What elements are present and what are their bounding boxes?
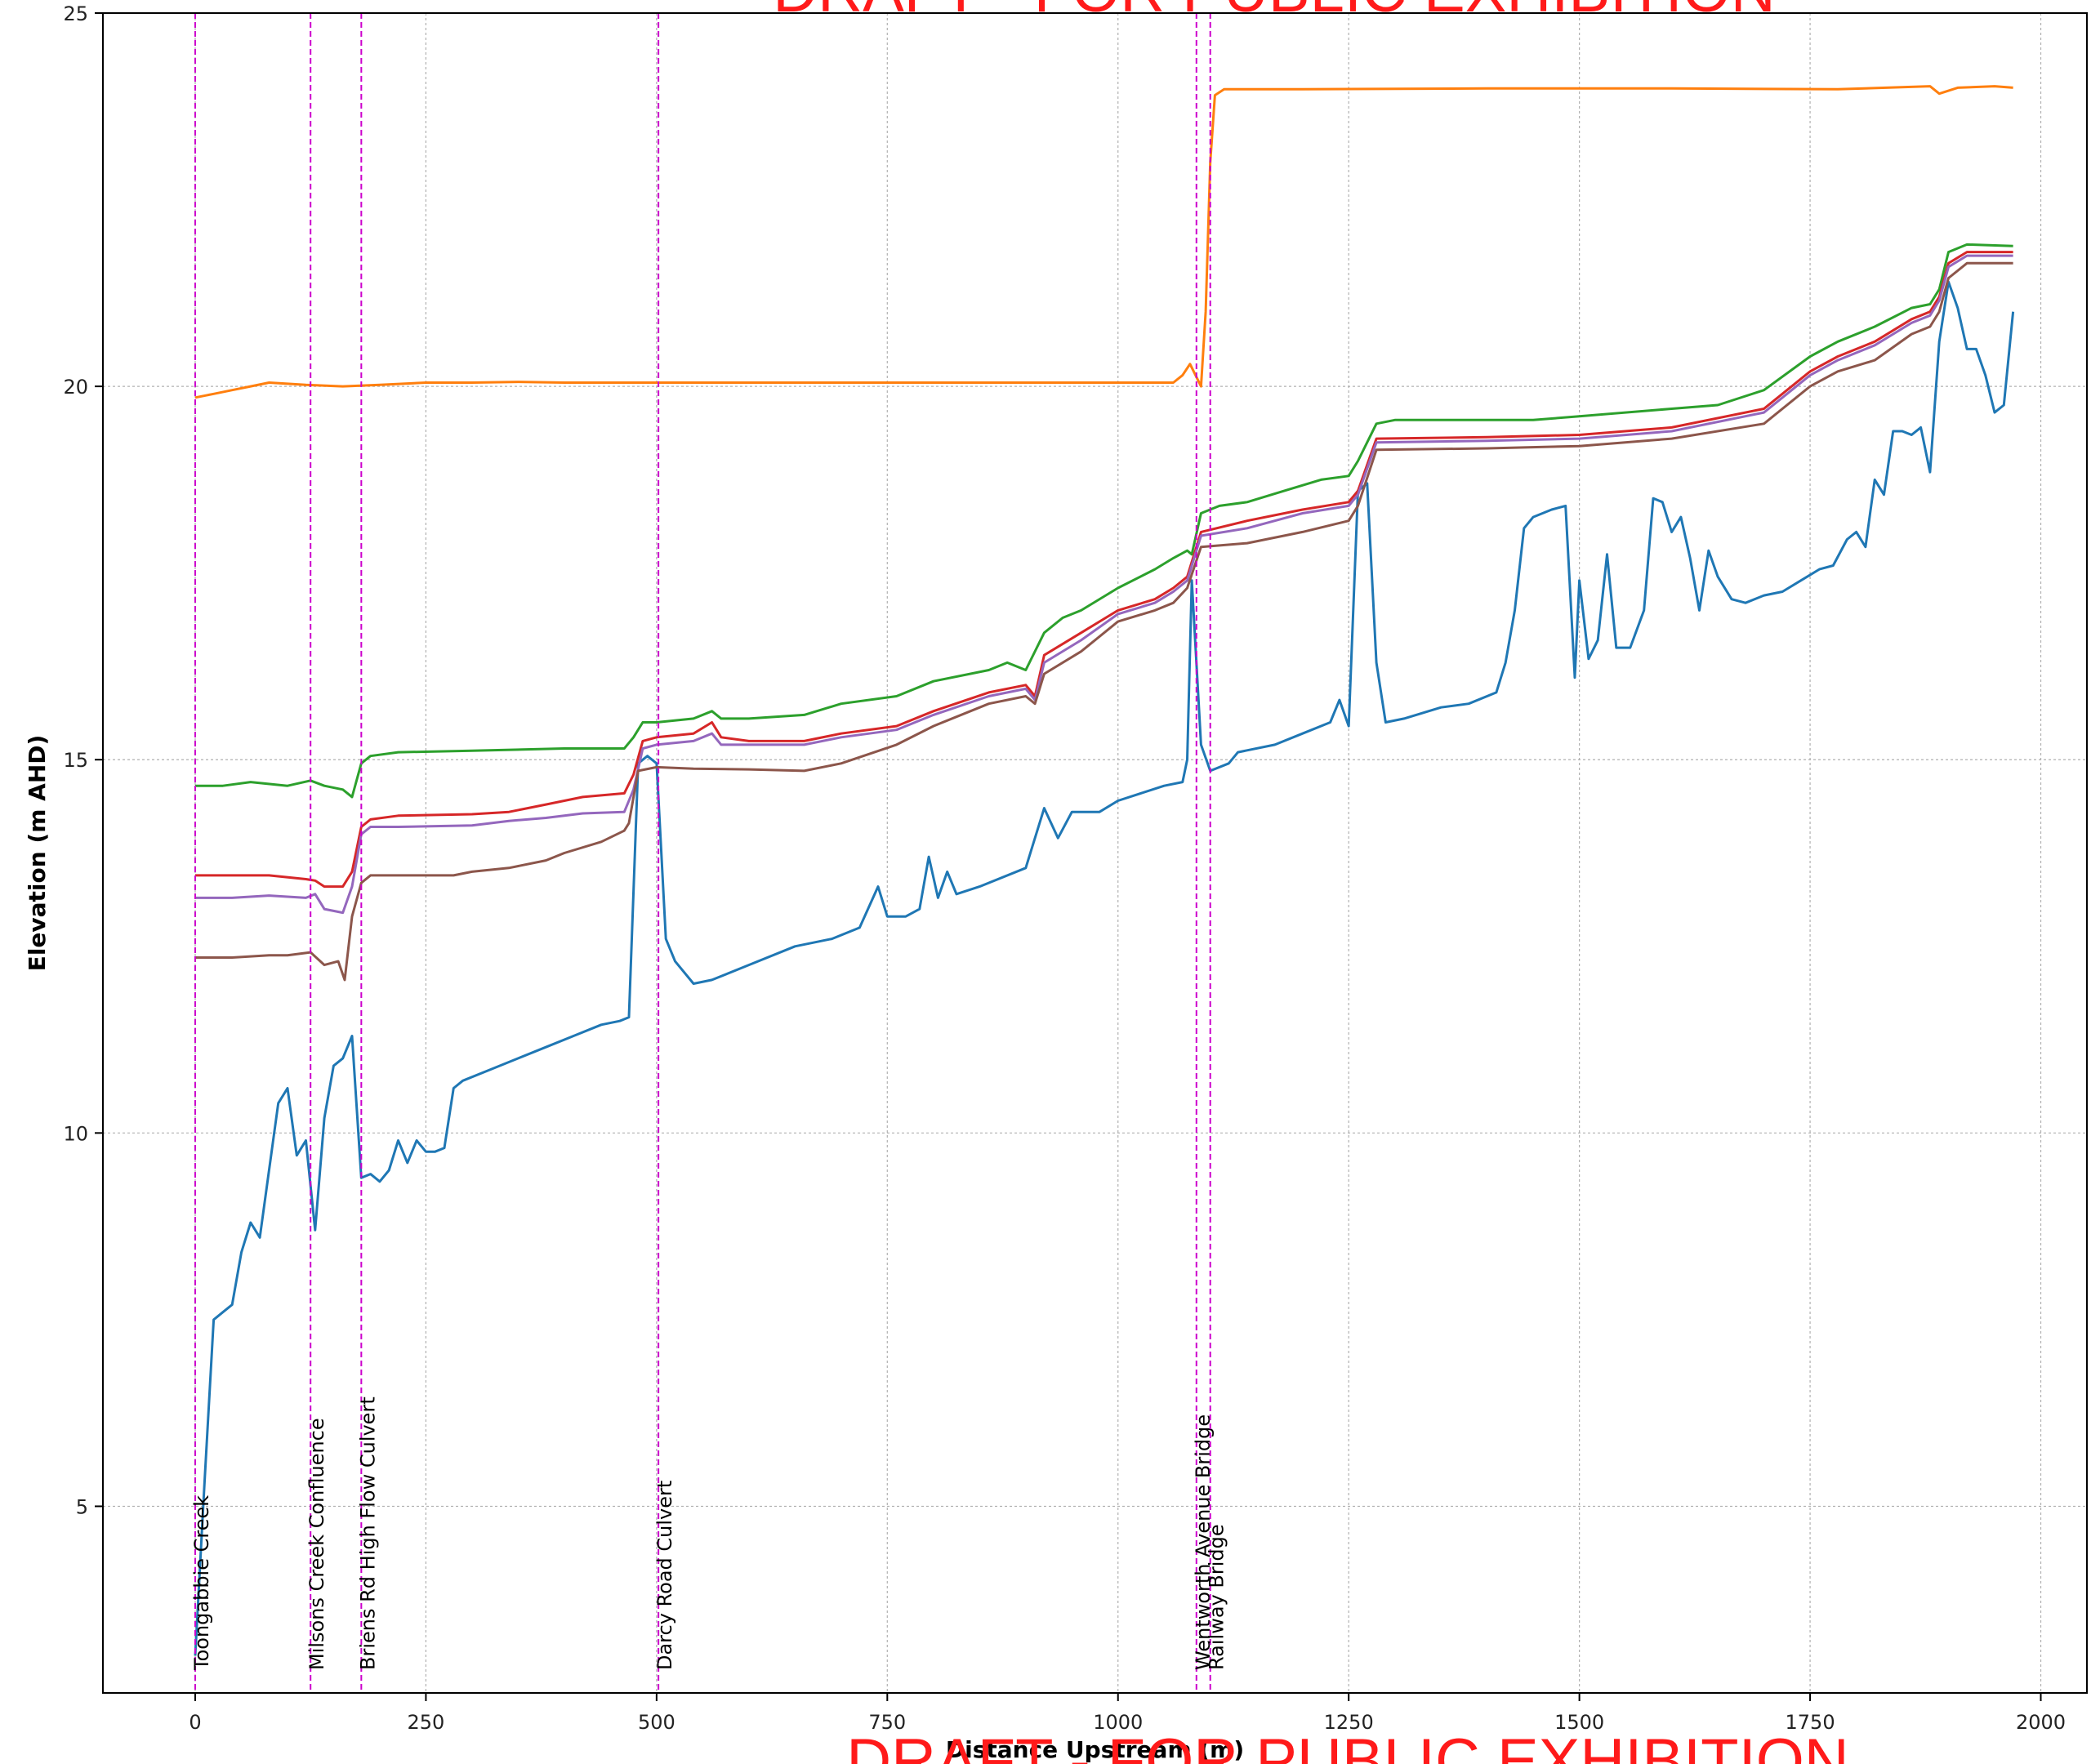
structure-label: Railway Bridge: [1206, 1524, 1228, 1670]
x-tick-label: 1750: [1786, 1711, 1835, 1734]
y-axis-label: Elevation (m AHD): [24, 735, 51, 972]
watermark-top: DRAFT - FOR PUBLIC EXHIBITION: [773, 0, 1775, 25]
series-line-orange: [194, 85, 2013, 399]
series-line-purple: [195, 254, 2013, 915]
series-lines: [194, 85, 2015, 1656]
structure-label: Milsons Creek Confluence: [305, 1418, 328, 1670]
structure-annotations: Toongabbie Creek Milsons Creek Confluence…: [190, 13, 1228, 1693]
x-tick-label: 500: [638, 1711, 675, 1734]
x-tick-label: 0: [189, 1711, 201, 1734]
y-tick-label: 25: [63, 2, 88, 25]
series-line-red: [195, 251, 2013, 889]
x-tick-label: 750: [868, 1711, 906, 1734]
x-tick-label: 250: [408, 1711, 445, 1734]
y-tick-label: 5: [76, 1495, 88, 1518]
structure-label: Toongabbie Creek: [190, 1495, 213, 1671]
x-tick-label: 2000: [2016, 1711, 2066, 1734]
series-line-brown: [195, 261, 2013, 982]
x-axis-ticks: 0 250 500 750 1000 1250 1500 1750 2000: [189, 1693, 2066, 1734]
x-tick-label: 1500: [1554, 1711, 1604, 1734]
watermark-bottom: DRAFT - FOR PUBLIC EXHIBITION: [846, 1726, 1848, 1764]
y-tick-label: 20: [63, 376, 88, 399]
x-tick-label: 1250: [1324, 1711, 1374, 1734]
plot-frame: [102, 12, 2088, 1694]
series-line-green: [195, 243, 2013, 799]
y-tick-label: 10: [63, 1122, 88, 1145]
series-line-bed: [194, 280, 2015, 1656]
x-axis-label: Distance Upstream (m): [946, 1736, 1244, 1763]
structure-label: Briens Rd High Flow Culvert: [356, 1396, 379, 1670]
x-tick-label: 1000: [1093, 1711, 1143, 1734]
structure-label: Darcy Road Culvert: [653, 1481, 676, 1670]
y-axis-ticks: 5 10 15 20 25: [63, 2, 103, 1518]
y-tick-label: 15: [63, 749, 88, 772]
